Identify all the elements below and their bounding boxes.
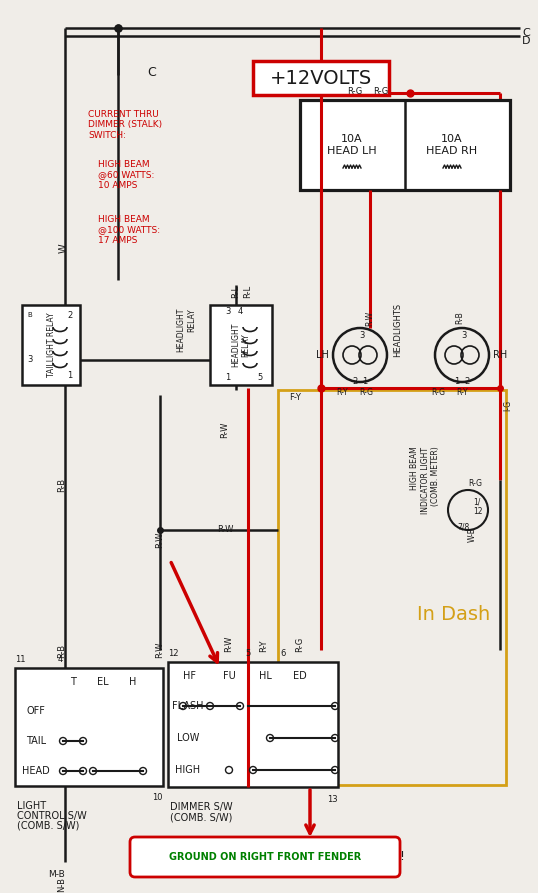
Text: R-G: R-G <box>295 637 305 652</box>
Text: C: C <box>522 28 530 38</box>
Text: R-W: R-W <box>155 642 165 658</box>
FancyBboxPatch shape <box>253 61 389 95</box>
Text: B: B <box>27 312 32 318</box>
FancyBboxPatch shape <box>130 837 400 877</box>
Text: 1: 1 <box>67 371 73 380</box>
Text: 4: 4 <box>237 306 243 315</box>
Text: 5: 5 <box>245 649 251 658</box>
Text: TAILLIGHT RELAY: TAILLIGHT RELAY <box>46 313 55 378</box>
Text: 4: 4 <box>58 655 62 664</box>
Text: HEADLIGHT
RELAY: HEADLIGHT RELAY <box>231 322 251 367</box>
Text: R-W: R-W <box>221 421 230 438</box>
Text: 3: 3 <box>359 331 365 340</box>
Text: HEAD: HEAD <box>22 766 50 776</box>
Text: HIGH: HIGH <box>175 765 201 775</box>
Text: In Dash: In Dash <box>417 605 490 624</box>
Text: (COMB. S/W): (COMB. S/W) <box>17 821 80 831</box>
Text: 1: 1 <box>363 377 367 386</box>
Text: W: W <box>59 243 69 253</box>
Text: 11: 11 <box>15 655 25 664</box>
Text: R-G: R-G <box>431 388 445 397</box>
Text: T: T <box>70 677 76 687</box>
Text: R-W: R-W <box>365 311 374 326</box>
Text: HL: HL <box>259 671 272 681</box>
Text: 2: 2 <box>352 377 358 386</box>
Text: (COMB. S/W): (COMB. S/W) <box>170 812 232 822</box>
Text: !: ! <box>400 850 405 864</box>
Text: R-W: R-W <box>155 532 165 548</box>
Text: M-B: M-B <box>48 870 65 879</box>
Text: LH: LH <box>316 350 328 360</box>
Text: RH: RH <box>493 350 507 360</box>
Text: EL: EL <box>97 677 109 687</box>
Text: 10: 10 <box>152 794 163 803</box>
Text: I-G: I-G <box>503 399 512 411</box>
Text: 7/8: 7/8 <box>457 522 469 531</box>
Text: 10A
HEAD RH: 10A HEAD RH <box>427 134 478 155</box>
Text: D: D <box>522 36 530 46</box>
Text: +12VOLTS: +12VOLTS <box>270 69 372 88</box>
Text: LOW: LOW <box>177 733 199 743</box>
Text: R-G: R-G <box>348 87 363 96</box>
Text: R-Y: R-Y <box>336 388 348 397</box>
Text: 3: 3 <box>461 331 466 340</box>
Text: W-B: W-B <box>468 528 477 542</box>
Text: HIGH BEAM
@100 WATTS:
17 AMPS: HIGH BEAM @100 WATTS: 17 AMPS <box>98 215 160 245</box>
Text: 1: 1 <box>225 372 231 381</box>
Text: 6: 6 <box>280 649 286 658</box>
Text: FLASH: FLASH <box>172 701 204 711</box>
Text: R-W: R-W <box>217 525 233 535</box>
Text: C: C <box>147 66 157 79</box>
Text: 1/: 1/ <box>473 497 480 506</box>
Text: 2: 2 <box>464 377 470 386</box>
Text: R-B: R-B <box>58 644 67 658</box>
Text: 5: 5 <box>257 372 263 381</box>
Text: 3: 3 <box>27 355 33 364</box>
Text: FU: FU <box>223 671 236 681</box>
Text: R-Y: R-Y <box>259 639 268 652</box>
Text: 3: 3 <box>225 306 231 315</box>
Text: HF: HF <box>183 671 196 681</box>
Text: H: H <box>129 677 137 687</box>
Text: 13: 13 <box>328 795 338 804</box>
Text: DIMMER S/W: DIMMER S/W <box>170 802 232 812</box>
Text: 10A
HEAD LH: 10A HEAD LH <box>327 134 377 155</box>
Text: 1: 1 <box>455 377 459 386</box>
Text: R-G: R-G <box>359 388 373 397</box>
Bar <box>168 662 338 787</box>
Text: R-L: R-L <box>231 285 240 298</box>
Text: R-G: R-G <box>373 87 388 96</box>
Text: CURRENT THRU
DIMMER (STALK)
SWITCH:: CURRENT THRU DIMMER (STALK) SWITCH: <box>88 110 162 140</box>
Text: R-W: R-W <box>224 636 233 652</box>
Text: HIGH BEAM
INDICATOR LIGHT
(COMB. METER): HIGH BEAM INDICATOR LIGHT (COMB. METER) <box>410 446 440 513</box>
Text: HEADLIGHT
RELAY: HEADLIGHT RELAY <box>176 308 196 352</box>
Text: R-L: R-L <box>244 285 252 298</box>
Bar <box>210 305 272 385</box>
Bar <box>278 390 506 785</box>
Text: OFF: OFF <box>26 706 45 716</box>
Text: R-G: R-G <box>468 479 482 488</box>
Text: GROUND ON RIGHT FRONT FENDER: GROUND ON RIGHT FRONT FENDER <box>169 852 361 862</box>
Text: TAIL: TAIL <box>26 736 46 746</box>
Text: R-B: R-B <box>58 478 67 492</box>
Text: F-Y: F-Y <box>289 393 301 402</box>
Text: CONTROL S/W: CONTROL S/W <box>17 811 87 821</box>
Bar <box>22 305 80 385</box>
Text: R-B: R-B <box>456 312 464 324</box>
Text: ED: ED <box>293 671 307 681</box>
Text: HIGH BEAM
@60 WATTS:
10 AMPS: HIGH BEAM @60 WATTS: 10 AMPS <box>98 160 154 190</box>
Bar <box>300 100 510 190</box>
Text: 12: 12 <box>473 507 483 516</box>
Text: 2: 2 <box>67 311 73 320</box>
Text: HEADLIGHTS: HEADLIGHTS <box>393 303 402 357</box>
Text: N-B: N-B <box>58 878 67 892</box>
Text: 12: 12 <box>168 649 179 658</box>
Text: R-Y: R-Y <box>456 388 468 397</box>
Text: LIGHT: LIGHT <box>17 801 46 811</box>
Bar <box>15 668 163 786</box>
